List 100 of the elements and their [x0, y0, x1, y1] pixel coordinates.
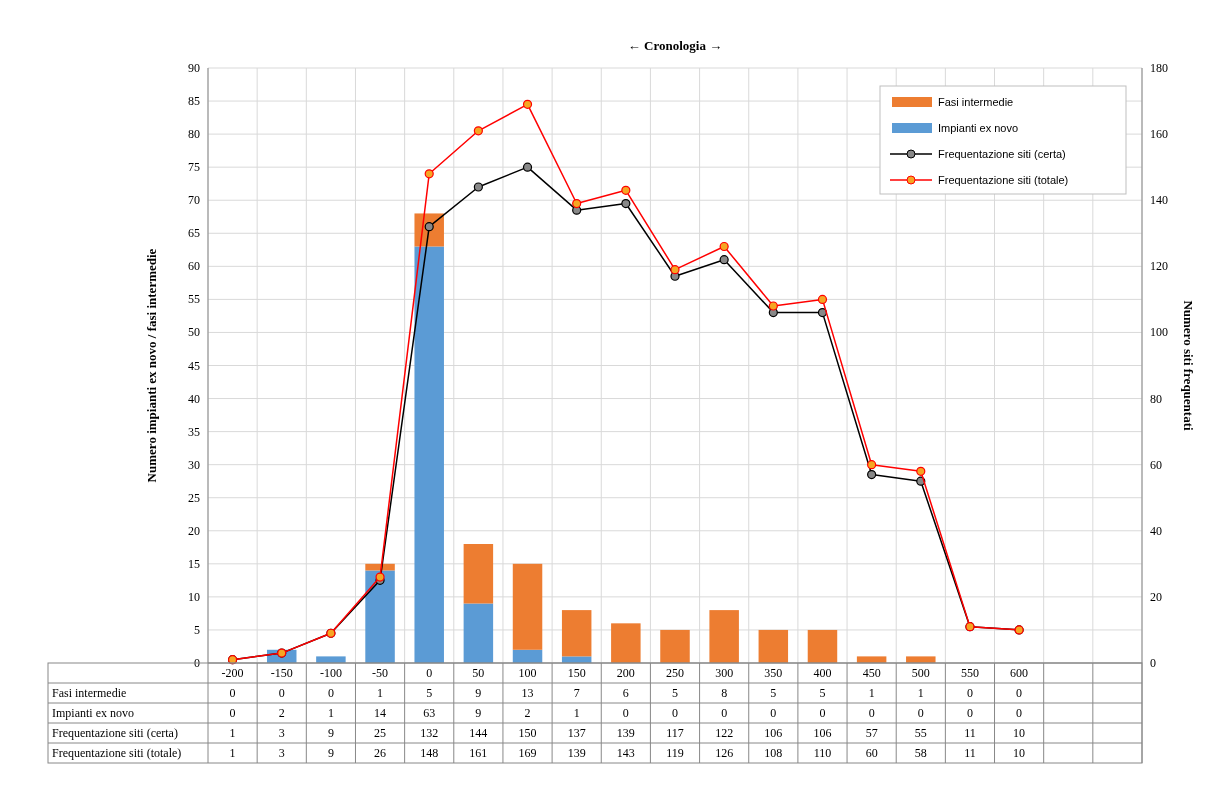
data-label: 0 — [278, 686, 285, 700]
data-label: 5 — [426, 686, 433, 700]
data-label: 55 — [914, 726, 927, 740]
data-label: 5 — [770, 686, 777, 700]
y-tick-label: 35 — [188, 424, 200, 439]
x-tick-label: 200 — [616, 666, 635, 680]
y-tick-label: 45 — [188, 358, 200, 373]
y-tick-label: 5 — [194, 622, 200, 637]
data-label: 0 — [1016, 706, 1023, 720]
data-label: 1 — [229, 726, 236, 740]
data-label: 0 — [229, 686, 236, 700]
data-label: 0 — [917, 706, 924, 720]
y-tick-label: 40 — [188, 391, 200, 406]
y-tick-label: 50 — [188, 325, 200, 340]
data-label: 126 — [715, 746, 734, 760]
data-label: 0 — [721, 706, 728, 720]
y2-axis-title: Numero siti frequentati — [1181, 300, 1196, 431]
data-label: 1 — [573, 706, 580, 720]
data-label: 2 — [278, 706, 285, 720]
data-label: 9 — [475, 686, 482, 700]
x-tick-label: 600 — [1010, 666, 1029, 680]
text: Frequentazione siti (totale) — [52, 746, 182, 760]
x-tick-label: 250 — [666, 666, 684, 680]
data-label: 11 — [964, 746, 976, 760]
data-label: 2 — [524, 706, 531, 720]
y-tick-label: 0 — [194, 656, 200, 670]
x-tick-label: 300 — [715, 666, 734, 680]
y-tick-label: 65 — [188, 226, 200, 241]
data-label: 161 — [469, 746, 488, 760]
y-tick-label: 80 — [188, 127, 200, 142]
data-label: 0 — [672, 706, 678, 720]
data-label: 108 — [764, 746, 783, 760]
data-label: 0 — [622, 706, 629, 720]
data-label: 10 — [1013, 746, 1026, 760]
legend-label: Impianti ex novo — [938, 122, 1019, 134]
data-label: 10 — [1013, 726, 1026, 740]
data-label: 14 — [374, 706, 387, 720]
legend-label: Frequentazione siti (totale) — [938, 174, 1069, 186]
x-tick-label: 550 — [960, 666, 979, 680]
data-label: 5 — [819, 686, 826, 700]
y-axis-title: Numero impianti ex novo / fasi intermedie — [144, 248, 159, 483]
data-label: 7 — [573, 686, 580, 700]
data-label: 11 — [964, 726, 976, 740]
legend-label: Frequentazione siti (certa) — [938, 148, 1066, 160]
data-label: 106 — [813, 726, 832, 740]
x-tick-label: 500 — [911, 666, 930, 680]
y-tick-label: 75 — [188, 160, 200, 175]
y2-tick-label: 20 — [1150, 589, 1162, 604]
data-label: 60 — [865, 746, 878, 760]
data-label: 1 — [917, 686, 924, 700]
y-tick-label: 85 — [188, 94, 200, 109]
data-label: 1 — [868, 686, 875, 700]
x-tick-label: 150 — [567, 666, 586, 680]
data-label: 9 — [327, 746, 334, 760]
data-label: 132 — [420, 726, 439, 740]
y-tick-label: 70 — [188, 193, 200, 208]
y-tick-label: 60 — [188, 259, 200, 274]
y2-tick-label: 160 — [1150, 127, 1168, 142]
data-label: 58 — [914, 746, 927, 760]
y2-tick-label: 120 — [1150, 259, 1168, 274]
data-label: 25 — [374, 726, 387, 740]
y-tick-label: 55 — [188, 292, 200, 307]
data-label: 110 — [813, 746, 832, 760]
y2-tick-label: 40 — [1150, 523, 1162, 538]
data-label: 0 — [966, 706, 973, 720]
data-label: 1 — [377, 686, 384, 700]
data-label: 6 — [622, 686, 629, 700]
y-tick-label: 90 — [188, 61, 200, 75]
y-tick-label: 20 — [188, 523, 200, 538]
x-tick-label: 400 — [813, 666, 832, 680]
y2-tick-label: 100 — [1150, 325, 1168, 340]
text: Frequentazione siti (certa) — [52, 726, 178, 740]
data-label: 0 — [966, 686, 973, 700]
data-label: 3 — [278, 726, 285, 740]
data-label: 0 — [770, 706, 777, 720]
data-label: 143 — [616, 746, 635, 760]
data-label: 139 — [567, 746, 586, 760]
data-label: 5 — [672, 686, 678, 700]
x-tick-label: 0 — [426, 666, 433, 680]
data-label: 122 — [715, 726, 734, 740]
data-label: 148 — [420, 746, 439, 760]
x-tick-label: -200 — [221, 666, 244, 680]
legend-label: Fasi intermedie — [938, 96, 1014, 108]
data-label: 0 — [819, 706, 826, 720]
data-label: 9 — [475, 706, 482, 720]
data-label: 106 — [764, 726, 783, 740]
data-label: 137 — [567, 726, 586, 740]
data-label: 144 — [469, 726, 488, 740]
data-label: 3 — [278, 746, 285, 760]
x-tick-label: 450 — [862, 666, 881, 680]
y-tick-label: 25 — [188, 490, 200, 505]
y-tick-label: 10 — [188, 589, 200, 604]
x-tick-label: 50 — [472, 666, 485, 680]
chart-title: ← Cronologia → — [627, 38, 723, 53]
text: Fasi intermedie — [52, 686, 127, 700]
data-label: 0 — [229, 706, 236, 720]
x-tick-label: -50 — [372, 666, 389, 680]
data-label: 0 — [327, 686, 334, 700]
data-label: 9 — [327, 726, 334, 740]
y2-tick-label: 180 — [1150, 61, 1168, 75]
